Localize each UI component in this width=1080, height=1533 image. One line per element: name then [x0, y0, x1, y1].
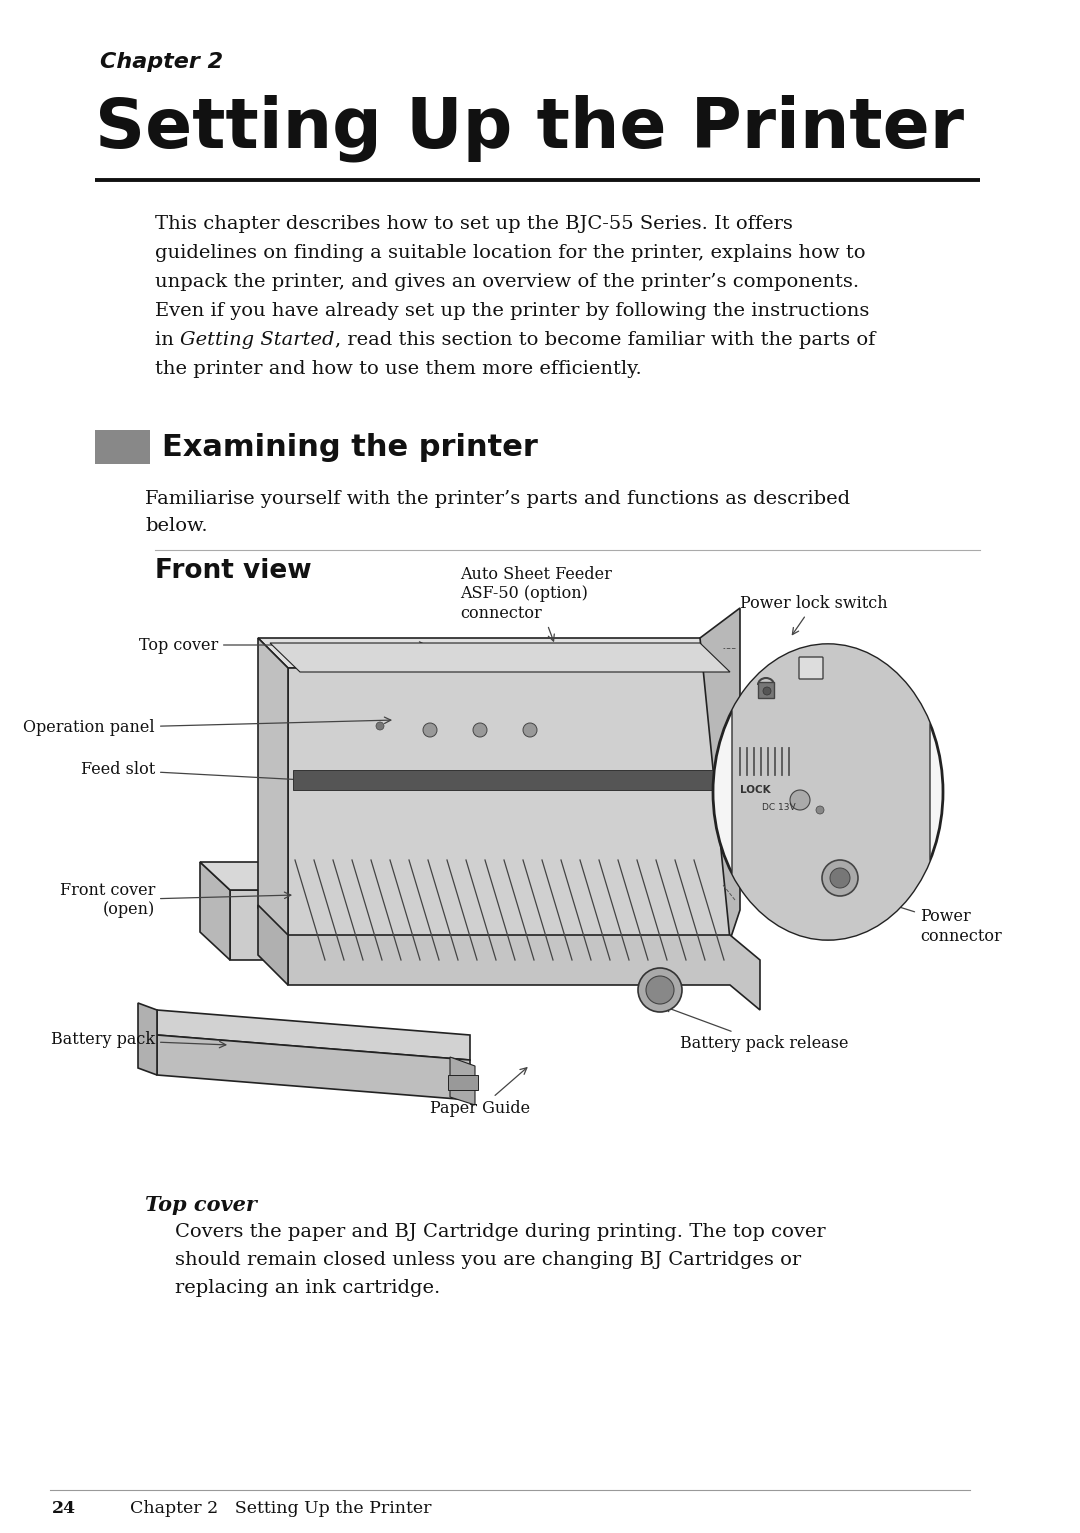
- Text: 24: 24: [52, 1499, 76, 1518]
- Circle shape: [646, 977, 674, 1004]
- Text: Battery pack: Battery pack: [51, 1032, 226, 1049]
- Circle shape: [473, 724, 487, 737]
- Circle shape: [638, 967, 681, 1012]
- Circle shape: [376, 722, 384, 730]
- Text: guidelines on finding a suitable location for the printer, explains how to: guidelines on finding a suitable locatio…: [156, 244, 865, 262]
- Text: Covers the paper and BJ Cartridge during printing. The top cover: Covers the paper and BJ Cartridge during…: [175, 1223, 825, 1242]
- Circle shape: [831, 868, 850, 888]
- Text: Chapter 2: Chapter 2: [100, 52, 224, 72]
- Bar: [448, 1075, 478, 1090]
- Text: Getting Started: Getting Started: [180, 331, 335, 350]
- Polygon shape: [258, 638, 730, 668]
- Text: Auto Sheet Feeder
ASF-50 (option)
connector: Auto Sheet Feeder ASF-50 (option) connec…: [460, 566, 612, 641]
- Polygon shape: [138, 1003, 157, 1075]
- Text: the printer and how to use them more efficiently.: the printer and how to use them more eff…: [156, 360, 642, 379]
- Text: DC 13V: DC 13V: [762, 803, 796, 812]
- Text: Front view: Front view: [156, 558, 312, 584]
- Ellipse shape: [713, 644, 943, 940]
- Polygon shape: [157, 1010, 470, 1059]
- Circle shape: [816, 806, 824, 814]
- Polygon shape: [200, 862, 230, 960]
- Text: Familiarise yourself with the printer’s parts and functions as described: Familiarise yourself with the printer’s …: [145, 491, 850, 507]
- Text: below.: below.: [145, 517, 207, 535]
- Circle shape: [762, 687, 771, 694]
- Text: Operation panel: Operation panel: [24, 717, 391, 736]
- Text: Power lock switch: Power lock switch: [740, 595, 888, 635]
- Text: Setting Up the Printer: Setting Up the Printer: [95, 95, 964, 162]
- Text: Top cover: Top cover: [138, 636, 426, 653]
- Circle shape: [822, 860, 858, 895]
- Text: , read this section to become familiar with the parts of: , read this section to become familiar w…: [335, 331, 875, 350]
- Text: Paper Guide: Paper Guide: [430, 1069, 530, 1118]
- Polygon shape: [258, 904, 288, 986]
- Polygon shape: [732, 630, 930, 940]
- Polygon shape: [157, 1035, 470, 1101]
- Bar: [758, 682, 774, 698]
- Text: Power
connector: Power connector: [849, 891, 1002, 944]
- Bar: [95, 429, 150, 464]
- Text: should remain closed unless you are changing BJ Cartridges or: should remain closed unless you are chan…: [175, 1251, 801, 1269]
- FancyBboxPatch shape: [799, 658, 823, 679]
- Text: replacing an ink cartridge.: replacing an ink cartridge.: [175, 1279, 441, 1297]
- Polygon shape: [450, 1056, 475, 1105]
- Text: Even if you have already set up the printer by following the instructions: Even if you have already set up the prin…: [156, 302, 869, 320]
- Text: Chapter 2   Setting Up the Printer: Chapter 2 Setting Up the Printer: [130, 1499, 432, 1518]
- Text: Battery pack release: Battery pack release: [664, 1006, 849, 1052]
- Text: Top cover: Top cover: [145, 1196, 257, 1216]
- Polygon shape: [230, 891, 685, 960]
- Text: Feed slot: Feed slot: [81, 762, 301, 783]
- Polygon shape: [258, 638, 288, 940]
- Bar: [293, 770, 725, 789]
- Polygon shape: [288, 935, 760, 1010]
- Text: Front cover
(open): Front cover (open): [59, 881, 291, 918]
- Text: Examining the printer: Examining the printer: [162, 432, 538, 461]
- Text: LOCK: LOCK: [740, 785, 771, 796]
- Text: This chapter describes how to set up the BJC-55 Series. It offers: This chapter describes how to set up the…: [156, 215, 793, 233]
- Polygon shape: [200, 862, 685, 891]
- Circle shape: [423, 724, 437, 737]
- Text: unpack the printer, and gives an overview of the printer’s components.: unpack the printer, and gives an overvie…: [156, 273, 859, 291]
- Circle shape: [523, 724, 537, 737]
- Circle shape: [789, 789, 810, 809]
- Polygon shape: [700, 609, 740, 940]
- Text: in: in: [156, 331, 180, 350]
- Polygon shape: [270, 642, 730, 671]
- Polygon shape: [288, 668, 730, 940]
